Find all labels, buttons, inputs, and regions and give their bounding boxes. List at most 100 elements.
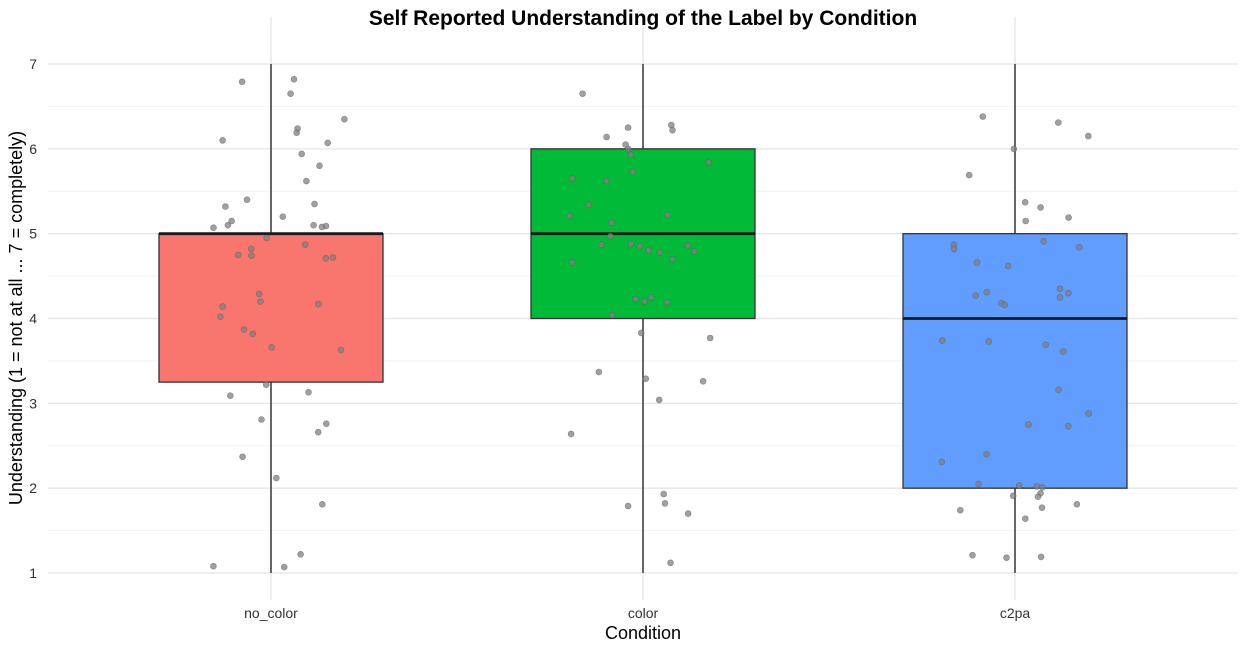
data-point-c2pa [938, 337, 946, 344]
chart-title: Self Reported Understanding of the Label… [369, 7, 917, 30]
data-point-c2pa [1076, 244, 1083, 251]
data-point-c2pa [1060, 348, 1067, 355]
data-point-c2pa [1021, 199, 1029, 206]
data-point-no_color [322, 420, 330, 428]
data-point-no_color [298, 150, 306, 158]
data-point-no_color [227, 392, 234, 400]
data-point-color [669, 126, 676, 134]
data-point-c2pa [1010, 145, 1018, 153]
y-tick-label-5: 5 [29, 226, 37, 242]
data-point-color [669, 255, 676, 263]
data-point-no_color [248, 252, 255, 259]
data-point-no_color [305, 388, 312, 396]
data-point-no_color [255, 290, 263, 298]
data-point-no_color [303, 177, 310, 185]
data-point-no_color [279, 213, 287, 220]
data-point-color [566, 212, 574, 220]
data-point-c2pa [1056, 293, 1064, 301]
data-point-color [660, 490, 668, 498]
data-point-no_color [268, 344, 276, 351]
data-point-c2pa [1022, 217, 1029, 225]
data-point-c2pa [985, 338, 993, 345]
data-point-color [579, 90, 586, 97]
data-point-c2pa [1009, 492, 1017, 500]
data-point-color [585, 201, 593, 209]
data-point-color [632, 295, 639, 303]
data-point-c2pa [1022, 515, 1029, 523]
data-point-no_color [210, 224, 217, 231]
data-point-no_color [219, 137, 226, 144]
data-point-color [667, 559, 674, 567]
box-layer [158, 148, 1128, 489]
data-point-c2pa [1073, 500, 1081, 508]
data-point-no_color [311, 200, 318, 208]
data-point-c2pa [969, 551, 976, 559]
data-point-no_color [318, 500, 326, 508]
data-point-no_color [219, 303, 226, 310]
data-point-no_color [301, 241, 309, 248]
data-point-no_color [272, 474, 280, 482]
data-point-c2pa [950, 245, 958, 253]
data-point-c2pa [1065, 214, 1072, 221]
data-point-color [567, 430, 575, 438]
data-point-c2pa [973, 259, 981, 266]
data-point-c2pa [1038, 504, 1046, 512]
data-point-c2pa [956, 506, 964, 514]
data-point-color [706, 334, 714, 342]
data-point-no_color [314, 300, 322, 308]
data-point-c2pa [1003, 554, 1010, 562]
data-point-c2pa [1065, 422, 1072, 430]
data-point-no_color [324, 139, 332, 147]
box-c2pa [902, 233, 1128, 489]
data-point-no_color [290, 76, 298, 83]
data-point-c2pa [1056, 285, 1064, 293]
y-tick-label-2: 2 [29, 480, 37, 496]
data-point-color [699, 377, 707, 385]
data-point-no_color [257, 298, 264, 305]
data-point-c2pa [1039, 483, 1046, 491]
data-point-c2pa [983, 450, 990, 458]
data-point-no_color [329, 254, 337, 261]
data-point-no_color [210, 562, 217, 570]
data-point-color [663, 299, 671, 306]
data-point-c2pa [1034, 493, 1042, 501]
data-point-color [655, 396, 663, 404]
x-tick-label-no_color: no_color [244, 605, 298, 621]
x-axis-title: Condition [605, 623, 681, 643]
data-point-no_color [314, 428, 322, 436]
y-tick-label-1: 1 [29, 565, 37, 581]
data-point-color [624, 502, 632, 510]
data-point-no_color [263, 234, 270, 242]
y-tick-label-4: 4 [29, 311, 37, 327]
tick-layer: 1 2 3 4 5 6 7 no_color color c2pa [29, 56, 1030, 621]
data-point-color [624, 145, 632, 153]
data-point-color [597, 241, 605, 248]
data-point-c2pa [983, 288, 991, 296]
data-point-color [656, 249, 664, 256]
data-point-no_color [239, 453, 246, 461]
data-point-color [636, 243, 644, 250]
data-point-c2pa [965, 171, 973, 179]
y-tick-label-7: 7 [29, 56, 37, 72]
data-point-c2pa [1037, 553, 1045, 561]
data-point-no_color [249, 330, 257, 338]
data-point-c2pa [1042, 341, 1050, 349]
data-point-no_color [337, 346, 345, 354]
data-point-color [641, 298, 648, 305]
data-point-c2pa [979, 113, 987, 120]
data-point-color [608, 311, 616, 319]
data-point-no_color [217, 313, 224, 321]
data-point-no_color [316, 162, 323, 170]
data-point-c2pa [1085, 132, 1092, 140]
data-point-color [629, 168, 637, 176]
data-point-color [661, 500, 669, 507]
data-point-color [624, 124, 632, 131]
data-point-c2pa [1001, 301, 1009, 309]
data-point-no_color [297, 550, 304, 558]
data-point-color [627, 240, 635, 248]
y-tick-label-3: 3 [29, 395, 37, 411]
data-point-c2pa [1055, 386, 1062, 394]
data-point-no_color [280, 563, 288, 571]
